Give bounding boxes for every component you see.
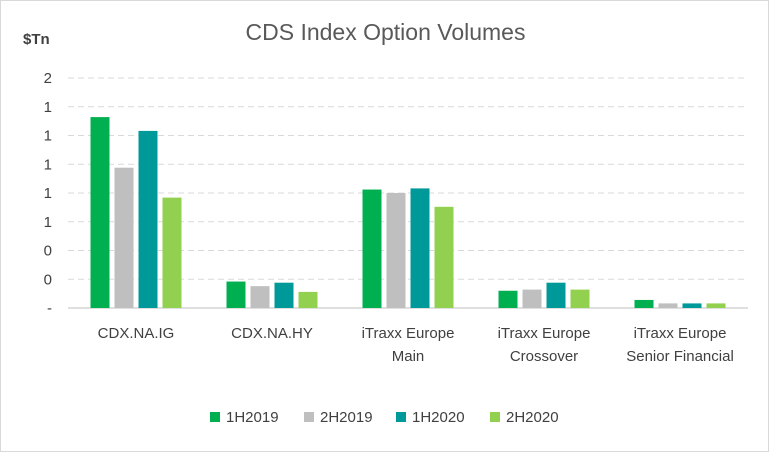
y-tick-label: 1 [44,128,52,145]
legend: 1H2019 2H2019 1H2020 2H2020 [210,409,559,426]
y-tick-label: 1 [44,99,52,116]
x-category-label: Main [392,348,425,365]
x-category-label: iTraxx Europe [362,325,455,342]
x-category-label: iTraxx Europe [498,325,591,342]
bar-1H2020-4 [682,303,702,308]
bar-1H2019-2 [362,189,382,308]
bar-1H2019-4 [634,299,654,308]
x-category-label: Crossover [510,348,578,365]
bar-2H2019-2 [386,193,406,308]
bar-2H2019-1 [250,286,270,308]
bars [90,117,726,308]
y-tick-label: - [47,300,52,317]
bar-2H2020-4 [706,303,726,308]
bar-1H2019-3 [498,290,518,308]
y-tick-label: 1 [44,156,52,173]
legend-label: 1H2019 [226,409,279,426]
bar-2H2020-1 [298,291,318,308]
bar-1H2020-3 [546,282,566,308]
y-axis-unit-label: $Tn [23,31,50,48]
bar-2H2019-3 [522,289,542,308]
bar-1H2020-1 [274,282,294,308]
bar-2H2020-3 [570,289,590,308]
y-tick-label: 1 [44,214,52,231]
x-category-label: CDX.NA.IG [98,325,175,342]
legend-swatch [304,412,314,422]
x-category-label: CDX.NA.HY [231,325,313,342]
chart-title: CDS Index Option Volumes [245,19,526,45]
x-axis-categories: CDX.NA.IG CDX.NA.HY iTraxx Europe Main iTrax… [98,325,734,365]
legend-label: 2H2019 [320,409,373,426]
bar-2H2019-0 [114,167,134,308]
y-tick-label: 0 [44,271,52,288]
y-tick-label: 1 [44,185,52,202]
legend-swatch [396,412,406,422]
bar-1H2020-2 [410,188,430,308]
legend-label: 1H2020 [412,409,465,426]
bar-2H2020-0 [162,197,182,308]
y-axis-ticks: - 0 0 1 1 1 1 1 2 [44,70,52,317]
bar-1H2020-0 [138,130,158,308]
bar-2H2020-2 [434,206,454,308]
bar-1H2019-0 [90,117,110,308]
y-tick-label: 0 [44,243,52,260]
x-category-label: iTraxx Europe [634,325,727,342]
y-tick-label: 2 [44,70,52,87]
bar-1H2019-1 [226,281,246,308]
legend-swatch [210,412,220,422]
bar-2H2019-4 [658,303,678,308]
legend-label: 2H2020 [506,409,559,426]
x-category-label: Senior Financial [626,348,734,365]
legend-swatch [490,412,500,422]
